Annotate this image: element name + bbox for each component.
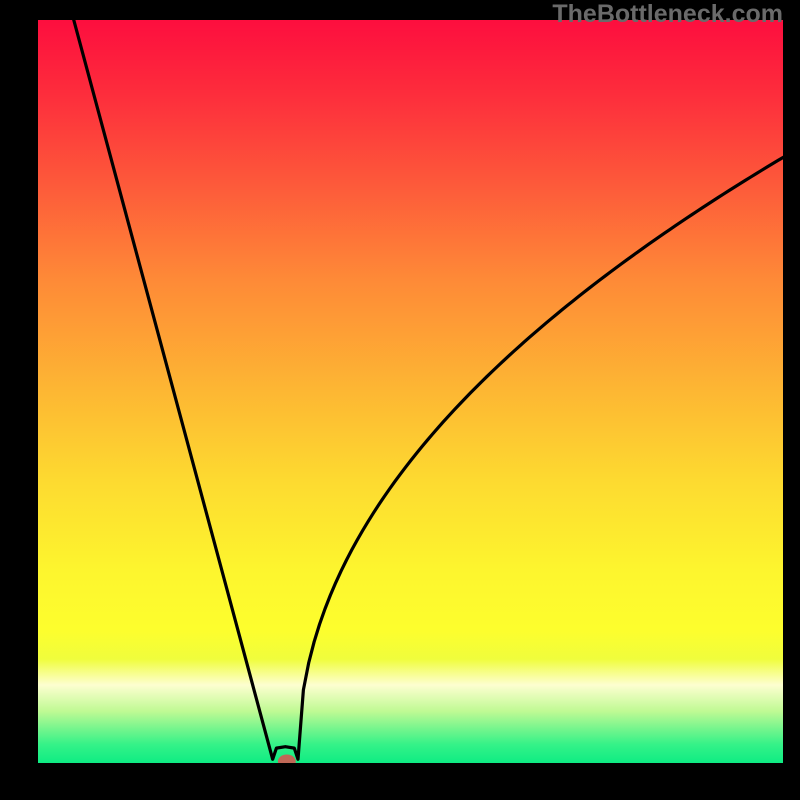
plot-area [38, 20, 783, 763]
outer-frame: TheBottleneck.com [0, 0, 800, 800]
chart-background [38, 20, 783, 763]
watermark-text: TheBottleneck.com [552, 0, 783, 29]
chart-svg [38, 20, 783, 763]
